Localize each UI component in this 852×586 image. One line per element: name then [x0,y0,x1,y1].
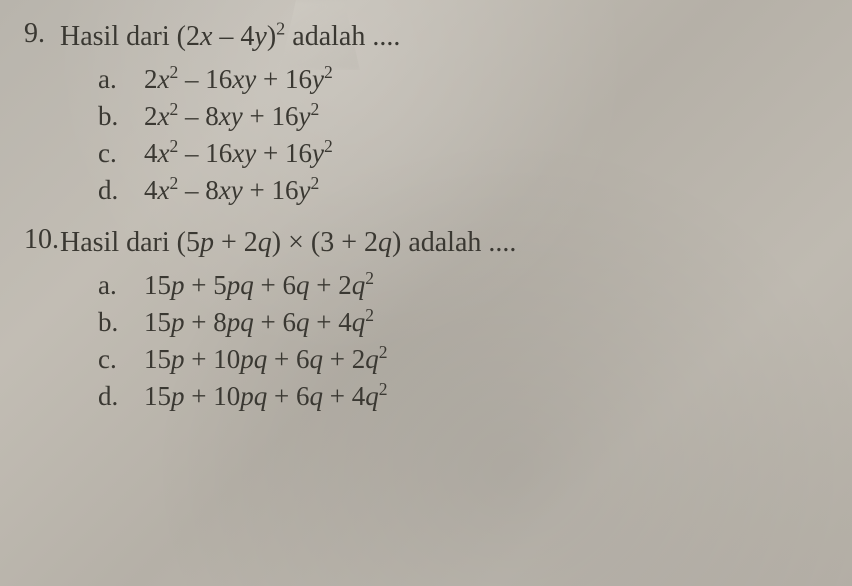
question-10: 10. Hasil dari (5p + 2q) × (3 + 2q) adal… [60,224,822,412]
option-letter: d. [98,381,144,412]
prompt-text: Hasil dari (2 [60,21,200,52]
options-list: a. 15p + 5pq + 6q + 2q2 b. 15p + 8pq + 6… [60,270,822,412]
option-expression: 4x2 – 8xy + 16y2 [144,175,319,206]
option-b: b. 15p + 8pq + 6q + 4q2 [98,307,822,338]
prompt-text: Hasil dari (5 [60,227,200,258]
option-expression: 15p + 10pq + 6q + 4q2 [144,381,387,412]
option-expression: 15p + 5pq + 6q + 2q2 [144,270,374,301]
prompt-var: q [258,227,272,258]
option-c: c. 15p + 10pq + 6q + 2q2 [98,344,822,375]
option-expression: 2x2 – 8xy + 16y2 [144,101,319,132]
option-letter: a. [98,270,144,301]
option-a: a. 15p + 5pq + 6q + 2q2 [98,270,822,301]
options-list: a. 2x2 – 16xy + 16y2 b. 2x2 – 8xy + 16y2… [60,64,822,206]
prompt-text: + 2 [214,227,258,258]
prompt-text: ) [267,21,276,52]
option-letter: c. [98,344,144,375]
option-d: d. 15p + 10pq + 6q + 4q2 [98,381,822,412]
prompt-text: ) adalah .... [392,227,516,258]
option-letter: b. [98,101,144,132]
prompt-var: x [200,21,212,52]
option-expression: 15p + 10pq + 6q + 2q2 [144,344,387,375]
prompt-var: y [254,21,266,52]
option-b: b. 2x2 – 8xy + 16y2 [98,101,822,132]
option-letter: c. [98,138,144,169]
question-9: 9. Hasil dari (2x – 4y)2 adalah .... a. … [60,18,822,206]
prompt-text: adalah .... [285,21,400,52]
prompt-text: – 4 [212,21,254,52]
question-number: 10. [24,224,59,256]
question-prompt: Hasil dari (5p + 2q) × (3 + 2q) adalah .… [60,224,822,262]
option-letter: d. [98,175,144,206]
prompt-exp: 2 [276,19,285,39]
option-letter: b. [98,307,144,338]
prompt-text: ) × (3 + 2 [272,227,378,258]
option-letter: a. [98,64,144,95]
prompt-var: q [378,227,392,258]
option-expression: 15p + 8pq + 6q + 4q2 [144,307,374,338]
prompt-var: p [200,227,214,258]
option-a: a. 2x2 – 16xy + 16y2 [98,64,822,95]
question-prompt: Hasil dari (2x – 4y)2 adalah .... [60,18,822,56]
option-d: d. 4x2 – 8xy + 16y2 [98,175,822,206]
option-expression: 4x2 – 16xy + 16y2 [144,138,333,169]
option-c: c. 4x2 – 16xy + 16y2 [98,138,822,169]
option-expression: 2x2 – 16xy + 16y2 [144,64,333,95]
question-number: 9. [24,18,45,50]
